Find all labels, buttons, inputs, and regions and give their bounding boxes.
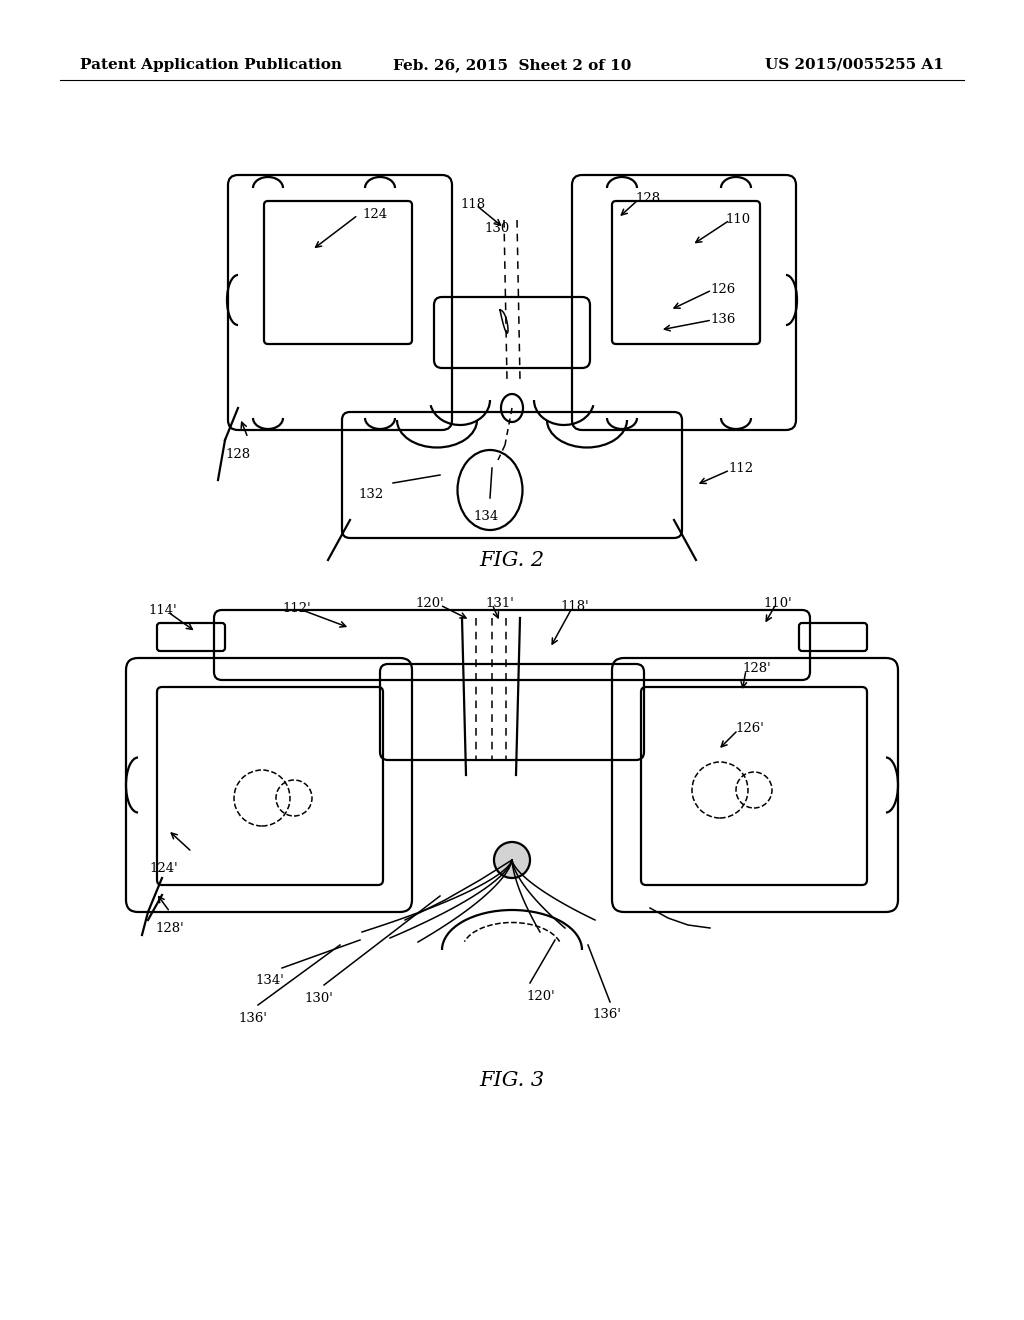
Text: 118: 118	[460, 198, 485, 211]
Text: 131': 131'	[485, 597, 514, 610]
Text: 134: 134	[473, 510, 499, 523]
Text: 126': 126'	[735, 722, 764, 735]
Text: 118': 118'	[560, 601, 589, 612]
Text: 126: 126	[710, 282, 735, 296]
Text: Patent Application Publication: Patent Application Publication	[80, 58, 342, 73]
Text: 110': 110'	[763, 597, 792, 610]
Text: 120': 120'	[526, 990, 555, 1003]
Text: US 2015/0055255 A1: US 2015/0055255 A1	[765, 58, 944, 73]
Text: 136': 136'	[238, 1012, 267, 1026]
Text: 124: 124	[362, 209, 387, 220]
FancyBboxPatch shape	[612, 201, 760, 345]
Text: 120': 120'	[415, 597, 443, 610]
Text: 114': 114'	[148, 605, 177, 616]
Text: 136': 136'	[592, 1008, 621, 1020]
Text: 112: 112	[728, 462, 753, 475]
Text: 130: 130	[484, 222, 509, 235]
Text: 128': 128'	[742, 663, 771, 675]
Text: 112': 112'	[282, 602, 310, 615]
Text: 136: 136	[710, 313, 735, 326]
Text: Feb. 26, 2015  Sheet 2 of 10: Feb. 26, 2015 Sheet 2 of 10	[393, 58, 631, 73]
Text: 124': 124'	[150, 862, 178, 875]
Text: 128: 128	[635, 191, 660, 205]
Text: 128: 128	[225, 447, 250, 461]
FancyBboxPatch shape	[264, 201, 412, 345]
FancyBboxPatch shape	[157, 686, 383, 884]
Text: 110: 110	[725, 213, 751, 226]
Text: 134': 134'	[255, 974, 284, 987]
Circle shape	[494, 842, 530, 878]
FancyBboxPatch shape	[641, 686, 867, 884]
Text: FIG. 2: FIG. 2	[479, 550, 545, 569]
Text: 130': 130'	[304, 993, 333, 1005]
Text: 132: 132	[358, 488, 383, 502]
Text: FIG. 3: FIG. 3	[479, 1071, 545, 1089]
Text: 128': 128'	[155, 921, 183, 935]
